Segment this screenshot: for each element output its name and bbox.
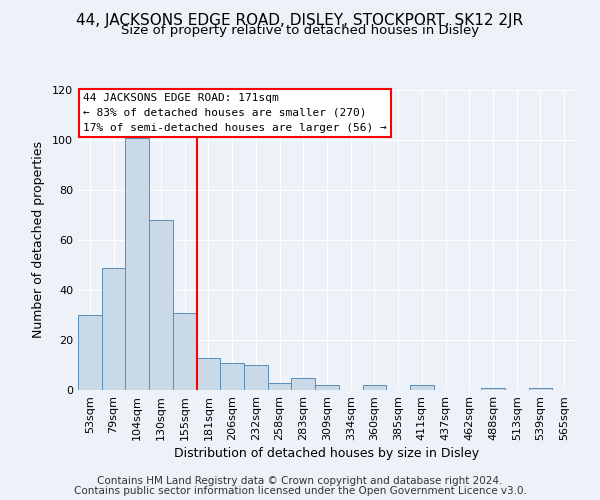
Bar	[410, 385, 434, 390]
Bar	[292, 378, 315, 390]
Text: Contains public sector information licensed under the Open Government Licence v3: Contains public sector information licen…	[74, 486, 526, 496]
Bar	[244, 365, 268, 390]
Text: Size of property relative to detached houses in Disley: Size of property relative to detached ho…	[121, 24, 479, 37]
Bar	[268, 382, 292, 390]
Text: 44 JACKSONS EDGE ROAD: 171sqm
← 83% of detached houses are smaller (270)
17% of : 44 JACKSONS EDGE ROAD: 171sqm ← 83% of d…	[83, 93, 387, 132]
Bar	[125, 138, 149, 390]
Bar	[149, 220, 173, 390]
Y-axis label: Number of detached properties: Number of detached properties	[32, 142, 45, 338]
X-axis label: Distribution of detached houses by size in Disley: Distribution of detached houses by size …	[175, 447, 479, 460]
Bar	[315, 385, 339, 390]
Bar	[78, 315, 102, 390]
Bar	[173, 312, 197, 390]
Bar	[197, 358, 220, 390]
Bar	[220, 362, 244, 390]
Bar	[481, 388, 505, 390]
Bar	[362, 385, 386, 390]
Bar	[529, 388, 552, 390]
Text: 44, JACKSONS EDGE ROAD, DISLEY, STOCKPORT, SK12 2JR: 44, JACKSONS EDGE ROAD, DISLEY, STOCKPOR…	[76, 12, 524, 28]
Bar	[102, 268, 125, 390]
Text: Contains HM Land Registry data © Crown copyright and database right 2024.: Contains HM Land Registry data © Crown c…	[97, 476, 503, 486]
